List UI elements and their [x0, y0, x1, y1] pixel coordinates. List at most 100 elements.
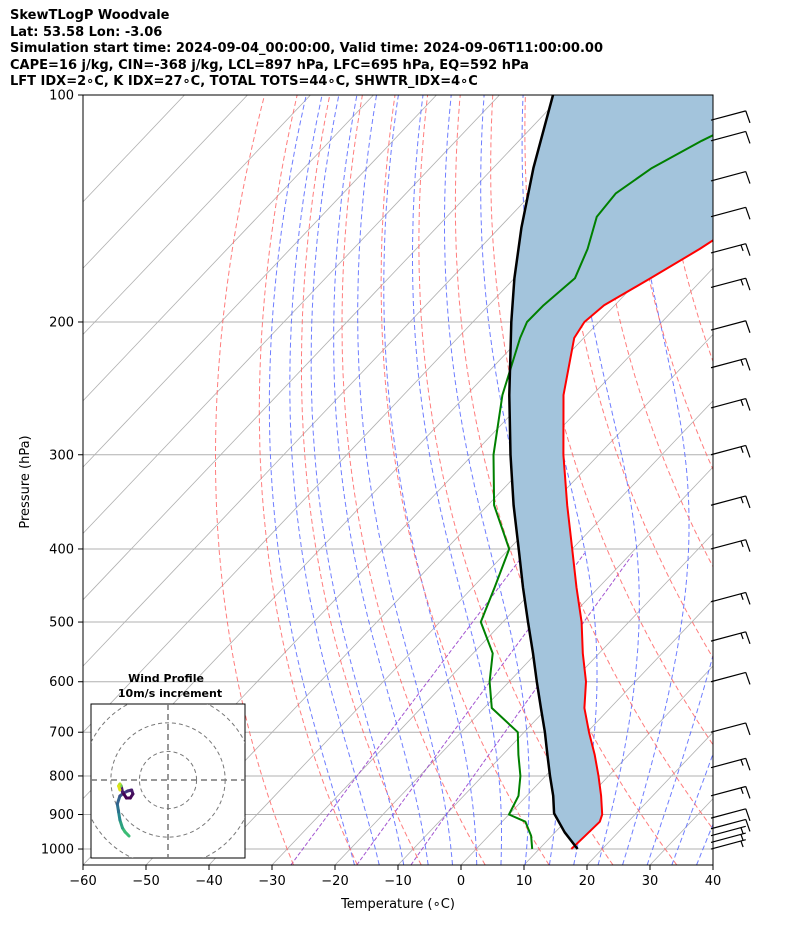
wind-barb-half-flag: [740, 632, 744, 640]
dry-adiabat: [215, 95, 294, 865]
wind-barb-staff: [710, 495, 746, 506]
dewpoint-line: [479, 134, 713, 850]
x-tick-label: 20: [579, 874, 596, 889]
wind-barb: [710, 398, 751, 411]
mixing-ratio-line: [410, 552, 635, 865]
profile-lines: [479, 95, 713, 850]
dry-adiabat: [454, 95, 678, 865]
title-indices-1: CAPE=16 j/kg, CIN=-368 j/kg, LCL=897 hPa…: [10, 57, 529, 73]
wind-barb-half-flag: [740, 244, 744, 252]
inset-title: Wind Profile: [128, 672, 204, 685]
wind-barb-flag: [745, 786, 751, 799]
wind-barb: [710, 591, 751, 605]
wind-barb: [710, 818, 751, 832]
wind-barb-staff: [710, 757, 746, 769]
x-tick-label: −30: [258, 874, 285, 889]
wind-barb: [710, 839, 746, 850]
isotherm-line: [83, 95, 500, 535]
wind-barb: [710, 171, 751, 184]
isotherm-line: [83, 95, 248, 269]
dry-adiabat: [720, 88, 794, 865]
wind-barb: [710, 206, 751, 220]
title-indices-2: LFT IDX=2∘C, K IDX=27∘C, TOTAL TOTS=44∘C…: [10, 74, 478, 89]
y-axis: 1000 900 800 700 600 500 400 300 200 100: [41, 89, 83, 858]
wind-barb-flag: [745, 243, 751, 256]
wind-barb: [710, 277, 751, 291]
wind-barb-staff: [710, 171, 746, 182]
wind-barb: [710, 757, 751, 771]
y-tick-label: 500: [49, 616, 74, 631]
moist-adiabat: [569, 95, 640, 865]
moist-adiabat: [671, 752, 713, 865]
x-tick-label: −50: [132, 874, 159, 889]
wind-barb: [710, 832, 746, 843]
isotherm-line: [586, 731, 713, 865]
wind-barb-staff: [710, 110, 746, 121]
temperature-line: [562, 239, 713, 850]
isotherm-line: [271, 400, 713, 865]
wind-barb-half-flag: [740, 279, 744, 286]
y-tick-label: 300: [49, 448, 74, 463]
wind-barb-flag: [745, 808, 751, 822]
y-tick-label: 900: [49, 808, 74, 823]
wind-barb-half-flag: [740, 834, 744, 841]
isotherm-line: [83, 95, 374, 402]
wind-barb-staff: [710, 722, 746, 733]
wind-barb: [710, 357, 751, 371]
wind-barb-half-flag: [740, 399, 744, 407]
y-tick-label: 800: [49, 769, 74, 784]
chart-title: SkewTLogP Woodvale Lat: 53.58 Lon: -3.06…: [10, 8, 603, 91]
moist-adiabat: [444, 95, 530, 865]
wind-barb-staff: [710, 808, 746, 819]
isotherm-line: [83, 95, 437, 468]
wind-barb-staff: [710, 277, 746, 289]
moist-adiabat: [333, 95, 429, 865]
wind-barb-staff: [710, 832, 746, 843]
wind-barb: [710, 808, 751, 822]
wind-barb-flag: [745, 758, 751, 771]
moist-adiabat: [310, 95, 405, 865]
wind-barb: [710, 722, 751, 736]
wind-barb-half-flag: [740, 593, 744, 600]
wind-barb-flag: [745, 495, 751, 509]
wind-barb: [710, 130, 751, 144]
isotherm-line: [397, 532, 713, 865]
moist-adiabat: [289, 95, 380, 865]
moist-adiabat: [383, 95, 478, 865]
wind-barb-flag: [745, 445, 751, 458]
wind-barb: [710, 539, 751, 552]
mixing-ratio-line: [290, 552, 526, 865]
y-tick-label: 400: [49, 542, 74, 557]
wind-barb-staff: [710, 398, 746, 409]
wind-barb: [710, 495, 751, 509]
wind-barb-staff: [710, 591, 746, 603]
inset-plot: [91, 704, 245, 858]
wind-barb-half-flag: [740, 446, 744, 453]
wind-barb-staff: [710, 130, 746, 142]
wind-barb-staff: [710, 825, 746, 837]
wind-barb-flag: [745, 320, 751, 333]
wind-barb-staff: [710, 320, 746, 331]
title-times: Simulation start time: 2024-09-04_00:00:…: [10, 41, 603, 56]
isotherm-line: [776, 95, 794, 865]
wind-barb-flag: [745, 672, 751, 685]
dry-adiabat: [753, 88, 794, 865]
x-tick-label: 30: [642, 874, 659, 889]
x-tick-label: 0: [457, 874, 465, 889]
wind-barb: [710, 243, 751, 256]
x-tick-label: −40: [195, 874, 222, 889]
moist-adiabat: [622, 95, 690, 865]
wind-barb-flag: [745, 110, 751, 124]
isotherm-line: [83, 95, 563, 601]
wind-barb-half-flag: [740, 359, 744, 366]
wind-barbs: [710, 110, 751, 850]
isotherm-line: [83, 95, 311, 336]
wind-barb-staff: [710, 631, 746, 642]
x-axis: −60 −50 −40 −30 −20 −10 0 10 20 30 40: [69, 865, 721, 889]
y-tick-label: 200: [49, 315, 74, 330]
wind-barb-staff: [710, 243, 746, 254]
dry-adiabat: [258, 95, 358, 865]
y-tick-label: 700: [49, 726, 74, 741]
moist-adiabat: [357, 95, 453, 865]
